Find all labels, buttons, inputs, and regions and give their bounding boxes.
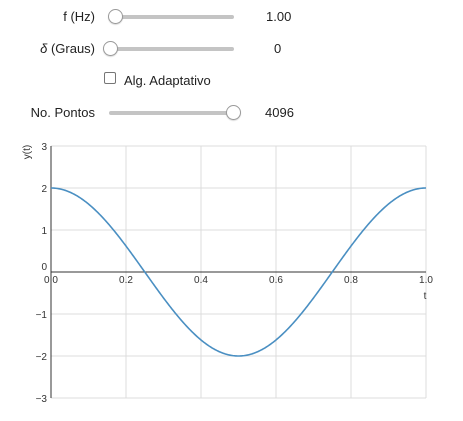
- chart-tick-labels: 0.0 0.2 0.4 0.6 0.8 1.0 3 2 1 0 −1 −2 −3: [36, 142, 434, 405]
- phase-label: δ (Graus): [20, 41, 95, 56]
- phase-slider-thumb[interactable]: [103, 41, 118, 56]
- y-axis-label: y(t): [22, 145, 33, 159]
- phase-label-text: (Graus): [47, 41, 95, 56]
- freq-value: 1.00: [266, 9, 292, 24]
- y-tick-label: 1: [41, 226, 47, 237]
- x-axis-label: t: [424, 291, 427, 302]
- points-slider-track[interactable]: [109, 111, 235, 115]
- x-tick-label: 0.8: [344, 275, 358, 286]
- y-tick-label: −1: [36, 310, 48, 321]
- chart-axes: [50, 146, 426, 398]
- line-chart: 0.0 0.2 0.4 0.6 0.8 1.0 3 2 1 0 −1 −2 −3 y(t) t: [22, 142, 434, 405]
- x-tick-label: 1.0: [419, 275, 433, 286]
- y-tick-label: 2: [41, 184, 47, 195]
- series-line: [50, 187, 427, 357]
- freq-slider-track[interactable]: [112, 15, 234, 19]
- delta-symbol: δ: [40, 41, 48, 56]
- phase-slider-track[interactable]: [106, 47, 234, 51]
- points-slider-thumb[interactable]: [226, 105, 241, 120]
- y-tick-label: 3: [41, 142, 47, 153]
- y-tick-label: −3: [36, 394, 48, 405]
- y-tick-label: −2: [36, 352, 48, 363]
- adaptive-checkbox[interactable]: [104, 72, 116, 84]
- x-tick-label: 0.0: [44, 275, 58, 286]
- points-label: No. Pontos: [30, 105, 95, 120]
- x-tick-label: 0.6: [269, 275, 283, 286]
- x-tick-label: 0.4: [194, 275, 208, 286]
- freq-label: f (Hz): [63, 9, 95, 24]
- phase-value: 0: [274, 41, 282, 56]
- freq-slider-thumb[interactable]: [108, 9, 123, 24]
- adaptive-label[interactable]: Alg. Adaptativo: [124, 73, 211, 88]
- points-value: 4096: [265, 105, 294, 120]
- x-tick-label: 0.2: [119, 275, 133, 286]
- y-tick-label: 0: [41, 262, 47, 273]
